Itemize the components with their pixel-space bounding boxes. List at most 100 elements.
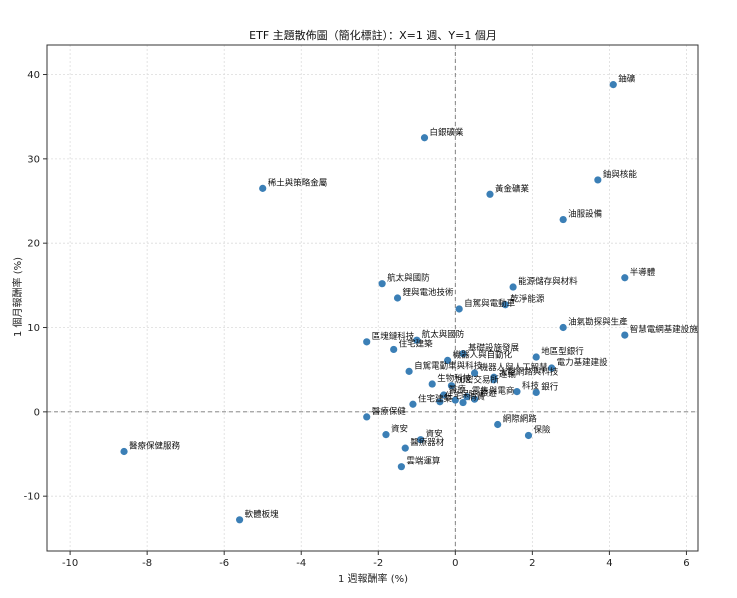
data-point <box>559 323 567 332</box>
point-label: 醫療 <box>449 384 467 395</box>
point-label: 保險 <box>534 424 552 435</box>
x-axis-title: 1 週報酬率 (%) <box>338 572 408 585</box>
point-label: 自駕電動車與科技 <box>414 360 483 371</box>
data-point <box>621 274 629 282</box>
point-label: 住宅 <box>445 391 462 402</box>
data-point <box>463 393 471 401</box>
point-label: 資安 <box>426 429 443 440</box>
point-label: 保險 <box>460 389 478 400</box>
data-point <box>382 431 390 439</box>
point-label: 機器人與人工智慧 <box>480 362 549 373</box>
data-point <box>236 516 244 524</box>
data-point <box>259 184 267 192</box>
point-label: 油氣勘探與生產 <box>568 317 628 328</box>
data-point <box>401 444 409 452</box>
point-label: 半導體 <box>630 267 656 278</box>
grid-lines <box>47 45 698 551</box>
point-label: 地區型銀行 <box>541 346 584 357</box>
y-tick-label: 30 <box>27 154 40 165</box>
x-tick-label: 4 <box>606 558 612 569</box>
x-tick-label: -8 <box>142 558 152 569</box>
point-label: 加密交易所 <box>456 375 499 386</box>
point-label: 醫療器材 <box>410 437 445 448</box>
data-points <box>120 81 629 524</box>
data-point <box>490 376 498 384</box>
data-point <box>444 356 452 365</box>
point-label: 自駕與電動車 <box>464 298 516 309</box>
point-label: 資安 <box>391 424 408 435</box>
data-point <box>501 301 509 309</box>
data-point <box>405 367 413 375</box>
data-point <box>413 336 421 344</box>
data-point <box>524 431 533 440</box>
data-point <box>390 345 398 354</box>
point-label: 鈾與核能 <box>603 169 638 180</box>
data-point <box>417 436 425 444</box>
point-label: 科技 <box>522 381 540 392</box>
point-label: 旅遊 <box>480 388 498 399</box>
data-point <box>447 382 456 390</box>
axis-ticks: -10 -8 -6 -4 -2 0 2 4 6 -10 0 10 20 30 40 <box>24 70 690 569</box>
x-tick-label: 0 <box>452 558 458 569</box>
data-point <box>393 294 402 302</box>
data-point <box>409 400 417 408</box>
zero-reference-lines <box>47 45 698 551</box>
data-point <box>486 190 494 198</box>
point-label: 住宅建築 <box>418 393 453 404</box>
data-point <box>509 283 517 291</box>
point-label: 稀土與策略金屬 <box>268 177 328 188</box>
y-tick-label: 10 <box>27 323 40 334</box>
point-label: 醫療保健服務 <box>129 440 181 451</box>
point-label: 區塊鏈科技 <box>372 331 415 342</box>
y-tick-label: -10 <box>24 492 40 503</box>
data-point <box>440 391 448 399</box>
data-point <box>455 305 463 313</box>
data-point <box>494 420 502 429</box>
data-point <box>621 331 629 339</box>
point-label: 住宅建築 <box>399 338 434 349</box>
point-label: 網際網路 <box>503 414 538 425</box>
data-point <box>420 134 429 142</box>
data-point <box>532 353 540 361</box>
point-label: 鋰與電池技術 <box>403 287 455 298</box>
point-label: 航太與國防 <box>387 273 430 284</box>
point-label: 乾淨能源 <box>510 294 545 305</box>
data-point <box>397 463 405 471</box>
point-label: 航太與國防 <box>422 329 465 340</box>
data-point <box>548 364 556 372</box>
data-point <box>451 396 459 404</box>
data-point <box>513 388 521 396</box>
point-label: 銀行 <box>541 381 559 392</box>
data-point <box>532 388 540 397</box>
y-axis-title: 1 個月報酬率 (%) <box>11 257 24 337</box>
point-label: 機器人與自動化 <box>453 349 513 360</box>
point-label: 電力基建建設 <box>557 357 609 368</box>
chart-title: ETF 主題散佈圖（簡化標註）：X=1 週、Y=1 個月 <box>249 28 497 42</box>
x-tick-label: -10 <box>62 558 78 569</box>
point-label: 消費 <box>468 392 486 403</box>
x-tick-label: -4 <box>296 558 306 569</box>
point-label: 雲端運算 <box>406 456 441 467</box>
point-label: 鈾礦 <box>618 74 636 85</box>
x-tick-label: -6 <box>219 558 229 569</box>
point-label: 軟體板塊 <box>245 509 280 520</box>
point-label: 零售與電商 <box>472 386 515 397</box>
data-point <box>363 413 371 421</box>
data-point <box>120 447 128 456</box>
point-label: 大型網路與科技 <box>499 366 559 377</box>
data-point <box>594 176 602 184</box>
data-point <box>559 215 567 224</box>
x-tick-label: 2 <box>529 558 535 569</box>
x-tick-label: -2 <box>373 558 383 569</box>
data-point <box>609 81 617 89</box>
point-label: 黃金礦業 <box>495 183 530 194</box>
data-point <box>378 280 386 288</box>
point-label: 油服設備 <box>568 209 603 220</box>
point-label: 生物科技 <box>437 373 472 384</box>
plot-frame <box>46 44 699 552</box>
point-label: 白銀礦業 <box>430 127 465 138</box>
data-point <box>436 398 444 406</box>
data-point <box>459 398 467 407</box>
